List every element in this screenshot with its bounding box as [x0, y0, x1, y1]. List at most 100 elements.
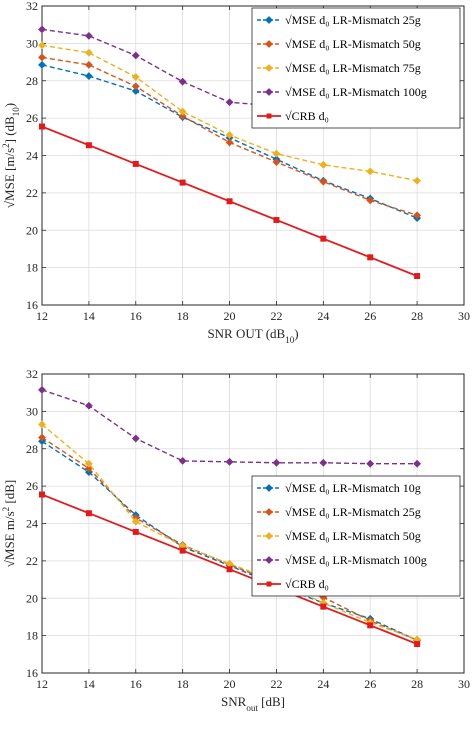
legend: √MSE d₀ LR-Mismatch 10g √MSE d₀ LR-Mismat… [251, 475, 461, 597]
data-point [272, 149, 281, 158]
data-point [178, 112, 187, 121]
y-tick-label: 24 [26, 149, 38, 163]
x-tick-label: 22 [270, 677, 282, 691]
data-point [39, 123, 45, 130]
x-tick-label: 30 [458, 677, 470, 691]
legend-label: √CRB d₀ [285, 577, 329, 591]
y-tick-label: 22 [26, 186, 38, 200]
legend-marker [265, 40, 273, 48]
data-point [84, 459, 93, 468]
series-line [41, 436, 418, 641]
y-tick-label: 16 [26, 666, 38, 680]
data-point [366, 167, 375, 176]
y-tick-label: 28 [26, 442, 38, 456]
data-point [366, 196, 375, 205]
legend-box [251, 7, 461, 129]
data-point [367, 622, 374, 629]
legend-marker [265, 556, 273, 564]
data-point [225, 131, 234, 139]
x-tick-label: 24 [317, 309, 329, 323]
data-point [38, 433, 46, 442]
y-tick-label: 32 [26, 367, 38, 381]
data-point [131, 434, 140, 443]
chart-panel-1: 12 14 16 18 20 22 24 26 28 30 16 18 20 22 24 26 28 30 32 SN… [1, 0, 470, 345]
x-tick-label: 16 [130, 309, 142, 323]
x-tick-label: 14 [83, 309, 95, 323]
data-point [84, 48, 93, 57]
y-tick-label: 32 [26, 0, 38, 13]
data-point [131, 82, 140, 91]
y-tick-label: 18 [26, 629, 38, 643]
data-point [414, 273, 421, 280]
data-point [273, 216, 280, 223]
data-point [272, 158, 281, 166]
data-point [178, 77, 187, 86]
legend-marker [265, 508, 273, 516]
data-point [179, 547, 186, 554]
data-point [413, 211, 422, 220]
chart-panel-2: 12 14 16 18 20 22 24 26 28 30 16 18 20 22 24 26 28 30 32 SN… [1, 367, 470, 713]
x-tick-label: 14 [83, 677, 95, 691]
data-point [38, 420, 46, 429]
y-tick-label: 16 [26, 298, 38, 312]
data-point [85, 510, 92, 517]
legend-label: √MSE d₀ LR-Mismatch 100g [285, 85, 427, 99]
data-point [38, 53, 46, 62]
data-point [367, 254, 374, 261]
x-tick-label: 24 [317, 677, 329, 691]
data-point [131, 87, 140, 95]
legend-label: √MSE d₀ LR-Mismatch 50g [285, 529, 421, 543]
x-tick-label: 18 [177, 309, 189, 323]
legend-box [251, 475, 461, 597]
data-point [39, 491, 45, 498]
y-tick-label: 20 [26, 591, 38, 605]
y-tick-label: 24 [26, 517, 38, 531]
data-point [319, 458, 328, 467]
y-tick-label: 28 [26, 74, 38, 88]
data-point [131, 51, 140, 60]
legend-marker [266, 581, 272, 587]
x-tick-label: 16 [130, 677, 142, 691]
data-point [38, 60, 46, 69]
data-point [84, 60, 93, 69]
data-point [84, 72, 93, 80]
x-tick-label: 20 [224, 677, 236, 691]
data-point [226, 198, 233, 205]
data-point [414, 641, 421, 648]
x-tick-label: 26 [364, 309, 376, 323]
x-tick-label: 12 [36, 309, 48, 323]
data-point [179, 179, 186, 186]
legend-label: √MSE d₀ LR-Mismatch 25g [285, 13, 421, 27]
x-tick-label: 20 [224, 309, 236, 323]
legend-marker [266, 113, 272, 119]
legend-marker [265, 88, 273, 96]
y-tick-label: 20 [26, 223, 38, 237]
data-point [413, 459, 422, 468]
series-4 [38, 385, 422, 468]
series-5 [39, 491, 421, 648]
data-point [131, 517, 140, 526]
x-tick-label: 28 [411, 309, 423, 323]
y-axis-label: √MSE m/s2 [dB] [1, 480, 17, 568]
y-tick-label: 18 [26, 261, 38, 275]
series-2 [38, 53, 422, 220]
data-point [413, 176, 422, 185]
x-axis-label: SNRout [dB] [221, 694, 285, 713]
legend-marker [265, 64, 273, 72]
data-point [85, 142, 92, 149]
legend-label: √MSE d₀ LR-Mismatch 50g [285, 37, 421, 51]
x-tick-label: 18 [177, 677, 189, 691]
series-line [41, 389, 418, 465]
data-point [38, 385, 46, 394]
data-point [132, 160, 139, 167]
x-tick-label: 26 [364, 677, 376, 691]
data-point [366, 459, 375, 468]
data-point [38, 25, 46, 34]
legend-label: √MSE d₀ LR-Mismatch 75g [285, 61, 421, 75]
data-point [84, 31, 93, 40]
y-axis-label: √MSE [m/s2] (dB10) [1, 103, 21, 208]
legend-label: √MSE d₀ LR-Mismatch 10g [285, 481, 421, 495]
data-point [225, 457, 234, 466]
y-tick-label: 30 [26, 36, 38, 50]
